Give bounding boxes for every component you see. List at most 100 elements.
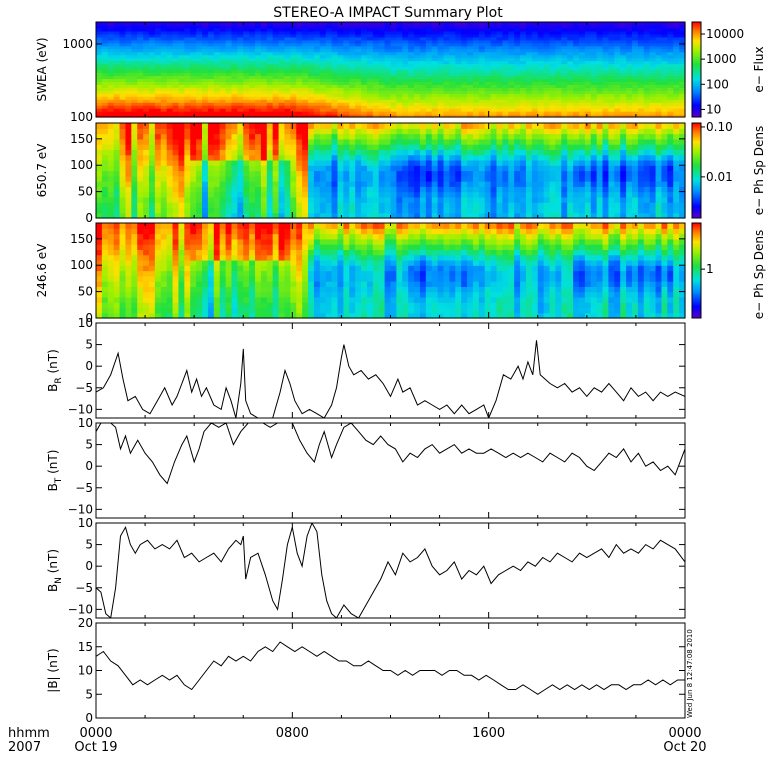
swea-cell: [661, 33, 668, 38]
swea-cell: [131, 57, 138, 62]
swea-cell: [237, 69, 244, 74]
swea-cell: [390, 102, 397, 106]
pad650-cell: [525, 138, 533, 145]
swea-cell: [113, 39, 121, 44]
pad650-cell: [349, 149, 356, 156]
pad650-cell: [331, 191, 339, 198]
swea-cell: [455, 102, 462, 106]
swea-cell: [101, 63, 109, 68]
swea-cell: [372, 108, 380, 112]
swea-cell: [119, 75, 127, 80]
swea-cell: [408, 72, 415, 77]
pad650-cell: [372, 159, 380, 166]
swea-cell: [626, 72, 633, 77]
pad650-cell: [361, 138, 368, 145]
swea-cell: [455, 57, 462, 62]
swea-cell: [402, 60, 409, 65]
pad650-cell: [319, 191, 327, 198]
swea-cell: [525, 57, 533, 62]
swea-cell: [655, 72, 663, 77]
swea-cell: [337, 75, 344, 80]
swea-cell: [637, 93, 645, 97]
pad650-cell: [143, 154, 150, 161]
pad650-cell: [137, 212, 144, 219]
swea-cell: [484, 69, 492, 74]
pad650-cell: [643, 191, 651, 198]
pad650-cell: [408, 133, 415, 140]
pad650-cell: [331, 149, 339, 156]
swea-cell: [467, 57, 474, 62]
pad650-cell: [614, 123, 621, 129]
swea-cell: [490, 24, 498, 29]
swea-cell: [514, 69, 521, 74]
swea-cell: [96, 60, 103, 65]
swea-cell: [443, 87, 450, 91]
swea-cell: [101, 84, 109, 88]
pad650-cell: [626, 170, 633, 177]
pad650-cell: [626, 159, 633, 166]
swea-cell: [590, 51, 598, 56]
pad650-cell: [431, 149, 439, 156]
pad650-cell: [596, 165, 604, 172]
swea-cell: [237, 45, 244, 50]
pad650-cell: [490, 159, 498, 166]
swea-cell: [549, 108, 557, 112]
swea-cell: [266, 114, 274, 118]
swea-cell: [166, 99, 174, 103]
swea-cell: [202, 90, 209, 94]
pad650-cell: [337, 181, 344, 187]
pad650-cell: [396, 133, 403, 140]
swea-cell: [590, 78, 598, 82]
pad650-cell: [637, 186, 645, 193]
pad650-cell: [661, 154, 668, 161]
pad650-cell: [602, 202, 610, 209]
swea-cell: [225, 78, 233, 82]
swea-cell: [231, 84, 238, 88]
swea-cell: [349, 42, 356, 47]
swea-cell: [626, 30, 633, 35]
pad650-cell: [520, 138, 527, 145]
swea-cell: [160, 93, 168, 97]
swea-cell: [637, 39, 645, 44]
swea-cell: [243, 54, 250, 59]
swea-cell: [573, 84, 580, 88]
swea-cell: [184, 63, 191, 68]
swea-cell: [679, 114, 686, 118]
swea-cell: [508, 75, 515, 80]
swea-cell: [308, 102, 315, 106]
pad650-cell: [396, 207, 403, 214]
pad650-cell: [608, 191, 615, 198]
pad650-cell: [478, 175, 486, 182]
swea-cell: [119, 27, 127, 32]
swea-cell: [207, 51, 215, 56]
pad650-cell: [237, 144, 244, 150]
swea-cell: [308, 30, 315, 35]
swea-cell: [637, 87, 645, 91]
swea-cell: [308, 96, 315, 100]
swea-cell: [496, 22, 504, 26]
swea-cell: [661, 51, 668, 56]
pad650-cell: [137, 165, 144, 172]
swea-cell: [537, 78, 545, 82]
pad650-cell: [331, 207, 339, 214]
pad650-cell: [508, 207, 515, 214]
pad650-cell: [266, 181, 274, 187]
swea-cell: [472, 42, 480, 47]
swea-cell: [496, 93, 504, 97]
pad650-cell: [178, 191, 185, 198]
swea-cell: [620, 42, 627, 47]
pad650-cell: [520, 133, 527, 140]
swea-cell: [249, 102, 256, 106]
swea-cell: [508, 105, 515, 109]
swea-cell: [207, 57, 215, 62]
pad650-cell: [255, 175, 262, 182]
swea-cell: [390, 99, 397, 103]
swea-cell: [125, 108, 132, 112]
swea-cell: [154, 72, 162, 77]
swea-cell: [643, 63, 651, 68]
swea-cell: [313, 24, 321, 29]
swea-cell: [349, 66, 356, 71]
pad650-cell: [178, 186, 185, 193]
swea-cell: [443, 33, 450, 38]
swea-cell: [561, 90, 568, 94]
